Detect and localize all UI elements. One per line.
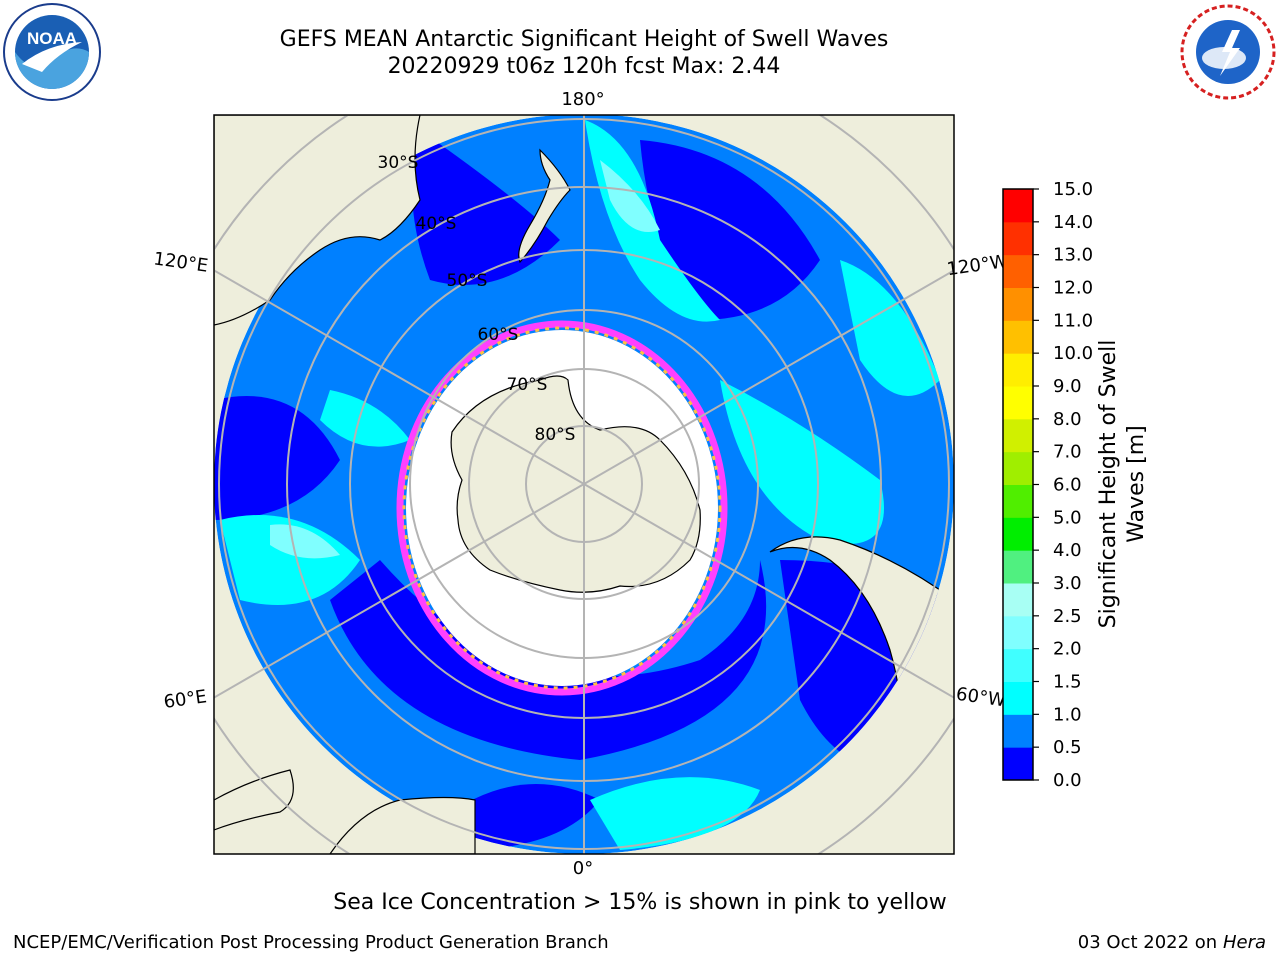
graticule xyxy=(214,115,954,854)
swell-band-high xyxy=(220,515,360,605)
antarctica-land xyxy=(450,375,701,593)
lat-label-80s: 80°S xyxy=(535,425,576,445)
colorbar-tick-label: 0.5 xyxy=(1053,737,1082,758)
lon-label-60w: 60°W xyxy=(955,684,1007,712)
colorbar-label-line2: Waves [m] xyxy=(1124,425,1149,542)
lat-label-60s: 60°S xyxy=(478,325,519,345)
colorbar-segment xyxy=(1003,517,1033,551)
meridian-line xyxy=(583,483,954,699)
colorbar-tick-label: 2.0 xyxy=(1053,639,1082,660)
meridian-line xyxy=(214,483,585,699)
colorbar-segment xyxy=(1003,484,1033,518)
swell-band-low xyxy=(214,396,340,520)
sea-ice-caption: Sea Ice Concentration > 15% is shown in … xyxy=(333,890,947,915)
colorbar-tick-label: 10.0 xyxy=(1053,343,1093,364)
colorbar-tick-label: 14.0 xyxy=(1053,212,1093,233)
colorbar-segment xyxy=(1003,353,1033,387)
swell-band-peak xyxy=(600,160,660,232)
new-zealand-land xyxy=(518,148,571,264)
colorbar: 0.0 0.5 1.0 1.5 2.0 2.5 3.0 4.0 5.0 6.0 7.0 8.0 9.0 1… xyxy=(1003,179,1093,791)
lat-label-70s: 70°S xyxy=(507,375,548,395)
colorbar-tick-label: 7.0 xyxy=(1053,442,1082,463)
colorbar-tick-label: 0.0 xyxy=(1053,770,1082,791)
swell-band-high xyxy=(590,777,760,850)
colorbar-segment xyxy=(1003,648,1033,682)
colorbar-tick-label: 3.0 xyxy=(1053,573,1082,594)
colorbar-segment xyxy=(1003,714,1033,748)
colorbar-label-line1: Significant Height of Swell xyxy=(1096,340,1121,629)
colorbar-segment xyxy=(1003,254,1033,288)
colorbar-tick-label: 5.0 xyxy=(1053,507,1082,528)
colorbar-tick-label: 13.0 xyxy=(1053,245,1093,266)
swell-band-high xyxy=(320,390,410,447)
colorbar-tick-label: 8.0 xyxy=(1053,409,1082,430)
colorbar-segment xyxy=(1003,583,1033,617)
colorbar-segment xyxy=(1003,451,1033,485)
colorbar-segment xyxy=(1003,189,1033,223)
noaa-logo-text: NOAA xyxy=(27,29,77,48)
swell-band-high xyxy=(720,380,884,544)
colorbar-segment xyxy=(1003,221,1033,256)
colorbar-tick-label: 9.0 xyxy=(1053,376,1082,397)
australia-land xyxy=(214,115,421,326)
lon-label-60e: 60°E xyxy=(162,686,208,713)
colorbar-tick-label: 4.0 xyxy=(1053,540,1082,561)
chart-subtitle: 20220929 t06z 120h fcst Max: 2.44 xyxy=(387,54,781,79)
meridian-line xyxy=(214,269,585,485)
swell-band-low xyxy=(330,560,767,760)
footer-left: NCEP/EMC/Verification Post Processing Pr… xyxy=(13,932,609,953)
meridian-line xyxy=(583,269,954,485)
lon-label-180: 180° xyxy=(561,89,604,110)
footer-date: 03 Oct 2022 on xyxy=(1077,932,1223,953)
footer-right: 03 Oct 2022 on Hera xyxy=(1078,932,1266,953)
colorbar-tick-label: 11.0 xyxy=(1053,310,1093,331)
swell-band-low xyxy=(640,140,820,320)
noaa-logo: NOAA xyxy=(3,3,101,101)
lon-label-0: 0° xyxy=(573,858,593,879)
colorbar-segment xyxy=(1003,386,1033,420)
colorbar-tick-label: 6.0 xyxy=(1053,475,1082,496)
swell-band-high xyxy=(840,260,940,396)
sea-ice-edge-inner xyxy=(402,326,722,690)
colorbar-segment xyxy=(1003,681,1033,715)
colorbar-segment xyxy=(1003,550,1033,584)
colorbar-segment xyxy=(1003,747,1033,781)
colorbar-segment xyxy=(1003,287,1033,321)
colorbar-segment xyxy=(1003,615,1033,650)
lon-label-120e: 120°E xyxy=(152,248,209,276)
nws-logo xyxy=(1180,4,1276,100)
colorbar-segment xyxy=(1003,418,1033,453)
colorbar-segment xyxy=(1003,320,1033,354)
swell-band-peak xyxy=(270,524,340,559)
colorbar-tick-label: 2.5 xyxy=(1053,606,1082,627)
lat-label-30s: 30°S xyxy=(378,153,419,173)
chart-title: GEFS MEAN Antarctic Significant Height o… xyxy=(279,27,889,52)
colorbar-tick-label: 1.5 xyxy=(1053,672,1082,693)
colorbar-tick-label: 12.0 xyxy=(1053,278,1093,299)
lat-label-40s: 40°S xyxy=(416,214,457,234)
lat-label-50s: 50°S xyxy=(447,271,488,291)
colorbar-tick-label: 15.0 xyxy=(1053,179,1093,200)
footer-host: Hera xyxy=(1222,932,1266,953)
map-frame xyxy=(213,114,955,855)
sea-ice-edge xyxy=(396,320,728,696)
colorbar-tick-label: 1.0 xyxy=(1053,704,1082,725)
colorbar-frame xyxy=(1002,188,1034,781)
lon-label-120w: 120°W xyxy=(945,251,1009,280)
